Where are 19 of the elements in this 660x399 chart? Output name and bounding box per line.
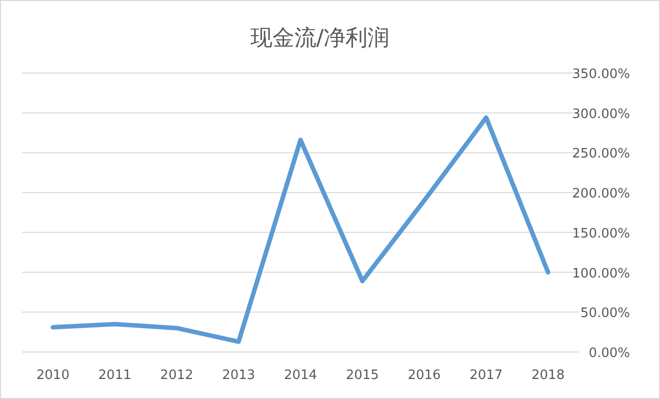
y-tick-label: 300.00% bbox=[572, 106, 630, 122]
x-tick-label: 2011 bbox=[98, 368, 132, 383]
line-series bbox=[50, 115, 550, 344]
y-tick-label: 250.00% bbox=[572, 146, 630, 162]
x-tick-label: 2017 bbox=[470, 368, 503, 383]
x-tick-label: 2016 bbox=[408, 368, 441, 383]
x-tick-label: 2013 bbox=[222, 368, 256, 383]
y-tick-label: 150.00% bbox=[572, 226, 630, 242]
x-tick-label: 2015 bbox=[346, 368, 379, 383]
x-tick-label: 2010 bbox=[36, 368, 70, 383]
y-tick-label: 350.00% bbox=[572, 67, 630, 82]
x-tick-label: 2014 bbox=[284, 368, 318, 383]
y-tick-label: 50.00% bbox=[580, 306, 630, 322]
chart-title: 现金流/净利润 bbox=[250, 26, 390, 51]
x-tick-label: 2018 bbox=[532, 368, 565, 383]
y-tick-label: 0.00% bbox=[588, 346, 630, 361]
y-tick-label: 200.00% bbox=[572, 186, 630, 202]
x-tick-label: 2012 bbox=[160, 368, 194, 383]
y-tick-label: 100.00% bbox=[572, 266, 630, 282]
